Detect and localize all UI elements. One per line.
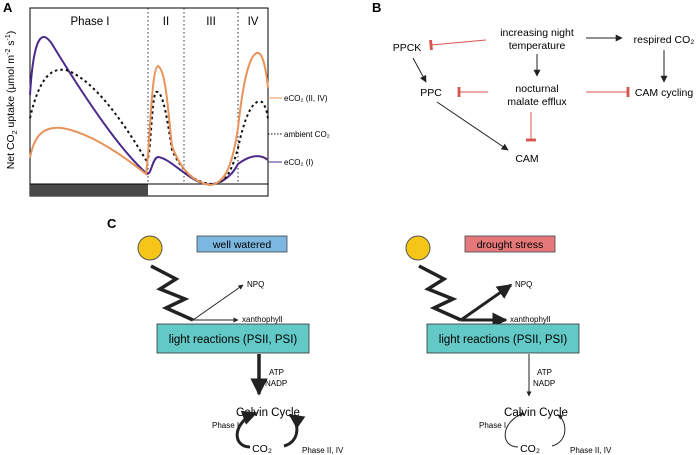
phase-label-iv: IV bbox=[248, 16, 259, 28]
thick-arrow-to-npq bbox=[460, 283, 513, 322]
night-bar bbox=[30, 184, 148, 196]
arrow-to-npq bbox=[192, 284, 244, 321]
npq-label: NPQ bbox=[247, 280, 264, 289]
node-ppck: PPCK bbox=[393, 42, 422, 54]
co2-label: CO₂ bbox=[252, 443, 272, 455]
panel-b-letter: B bbox=[372, 0, 381, 15]
legend-ambient-co2: ambient CO₂ bbox=[284, 130, 330, 139]
atp-label: ATP bbox=[269, 368, 284, 377]
drought-stress-badge: drought stress bbox=[477, 239, 544, 251]
light-zigzag bbox=[150, 264, 194, 322]
eco2-i-curve bbox=[29, 36, 269, 186]
node-ppc: PPC bbox=[420, 87, 442, 99]
phase-i-curved-arrow bbox=[504, 412, 525, 448]
light-reactions-label: light reactions (PSII, PSI) bbox=[439, 334, 568, 346]
panel-a-letter: A bbox=[3, 0, 13, 15]
legend-eco2-ii-iv: eCO₂ (II, IV) bbox=[284, 94, 328, 103]
panel-c-well-watered: well watered NPQ xanthophyll light react… bbox=[137, 235, 344, 455]
arrow-ppck-to-ppc bbox=[412, 57, 427, 83]
panel-b: B increasing night temperature respired … bbox=[372, 0, 694, 165]
node-respired-co2: respired CO₂ bbox=[634, 34, 695, 46]
phase-label-ii: II bbox=[163, 16, 169, 28]
panel-c-drought-stress: drought stress NPQ xanthophyll light rea… bbox=[405, 235, 612, 455]
panel-c: C well watered NPQ xanthophyll light rea… bbox=[107, 216, 612, 455]
light-zigzag bbox=[418, 264, 462, 322]
phase-label-i: Phase I bbox=[71, 16, 110, 28]
y-axis-label: Net CO2 uptake (μmol m-2 s-1) bbox=[5, 31, 19, 170]
arrow-ppc-to-cam bbox=[436, 101, 509, 151]
light-reactions-box bbox=[156, 323, 310, 354]
nadp-label: NADP bbox=[533, 379, 555, 388]
legend-eco2-i: eCO₂ (I) bbox=[284, 158, 314, 167]
eco2-ii-iv-curve bbox=[29, 52, 269, 187]
npq-label: NPQ bbox=[515, 280, 532, 289]
light-reactions-label: light reactions (PSII, PSI) bbox=[169, 334, 298, 346]
node-nocturnal-line1: nocturnal bbox=[515, 83, 558, 95]
xanthophyll-label: xanthophyll bbox=[242, 315, 283, 324]
node-nocturnal-line2: malate efflux bbox=[507, 96, 567, 108]
ambient-co2-curve bbox=[29, 68, 269, 186]
co2-label: CO₂ bbox=[520, 443, 540, 455]
phase-ii-iv-curved-arrow bbox=[551, 414, 566, 447]
phase-ii-iv-label: Phase II, IV bbox=[302, 446, 344, 455]
xanthophyll-label: xanthophyll bbox=[510, 315, 551, 324]
phase-ii-iv-label: Phase II, IV bbox=[570, 446, 612, 455]
phase-ii-iv-curved-arrow bbox=[283, 413, 306, 448]
light-reactions-box bbox=[426, 323, 580, 354]
phase-i-label: Phase I bbox=[212, 421, 239, 430]
phase-i-label: Phase I bbox=[479, 421, 506, 430]
drought-stress-badge-box bbox=[464, 235, 556, 253]
node-increasing-night-line1: increasing night bbox=[500, 27, 574, 39]
phase-i-curved-arrow bbox=[235, 410, 258, 449]
panel-c-letter: C bbox=[107, 216, 117, 231]
well-watered-badge-box bbox=[196, 235, 288, 253]
calvin-cycle-label: Calvin Cycle bbox=[504, 407, 568, 419]
well-watered-badge: well watered bbox=[212, 239, 272, 251]
node-increasing-night-line2: temperature bbox=[509, 40, 566, 52]
inhibit-night-to-ppck bbox=[429, 39, 487, 51]
phase-label-iii: III bbox=[206, 16, 216, 28]
plot-frame bbox=[29, 7, 269, 197]
sun-icon bbox=[405, 235, 431, 261]
panel-a: A Net CO2 uptake (μmol m-2 s-1) Phase I … bbox=[3, 0, 330, 197]
sun-icon bbox=[137, 235, 163, 261]
nadp-label: NADP bbox=[265, 379, 287, 388]
atp-label: ATP bbox=[537, 368, 552, 377]
node-cam-cycling: CAM cycling bbox=[635, 87, 694, 99]
node-cam: CAM bbox=[515, 153, 538, 165]
